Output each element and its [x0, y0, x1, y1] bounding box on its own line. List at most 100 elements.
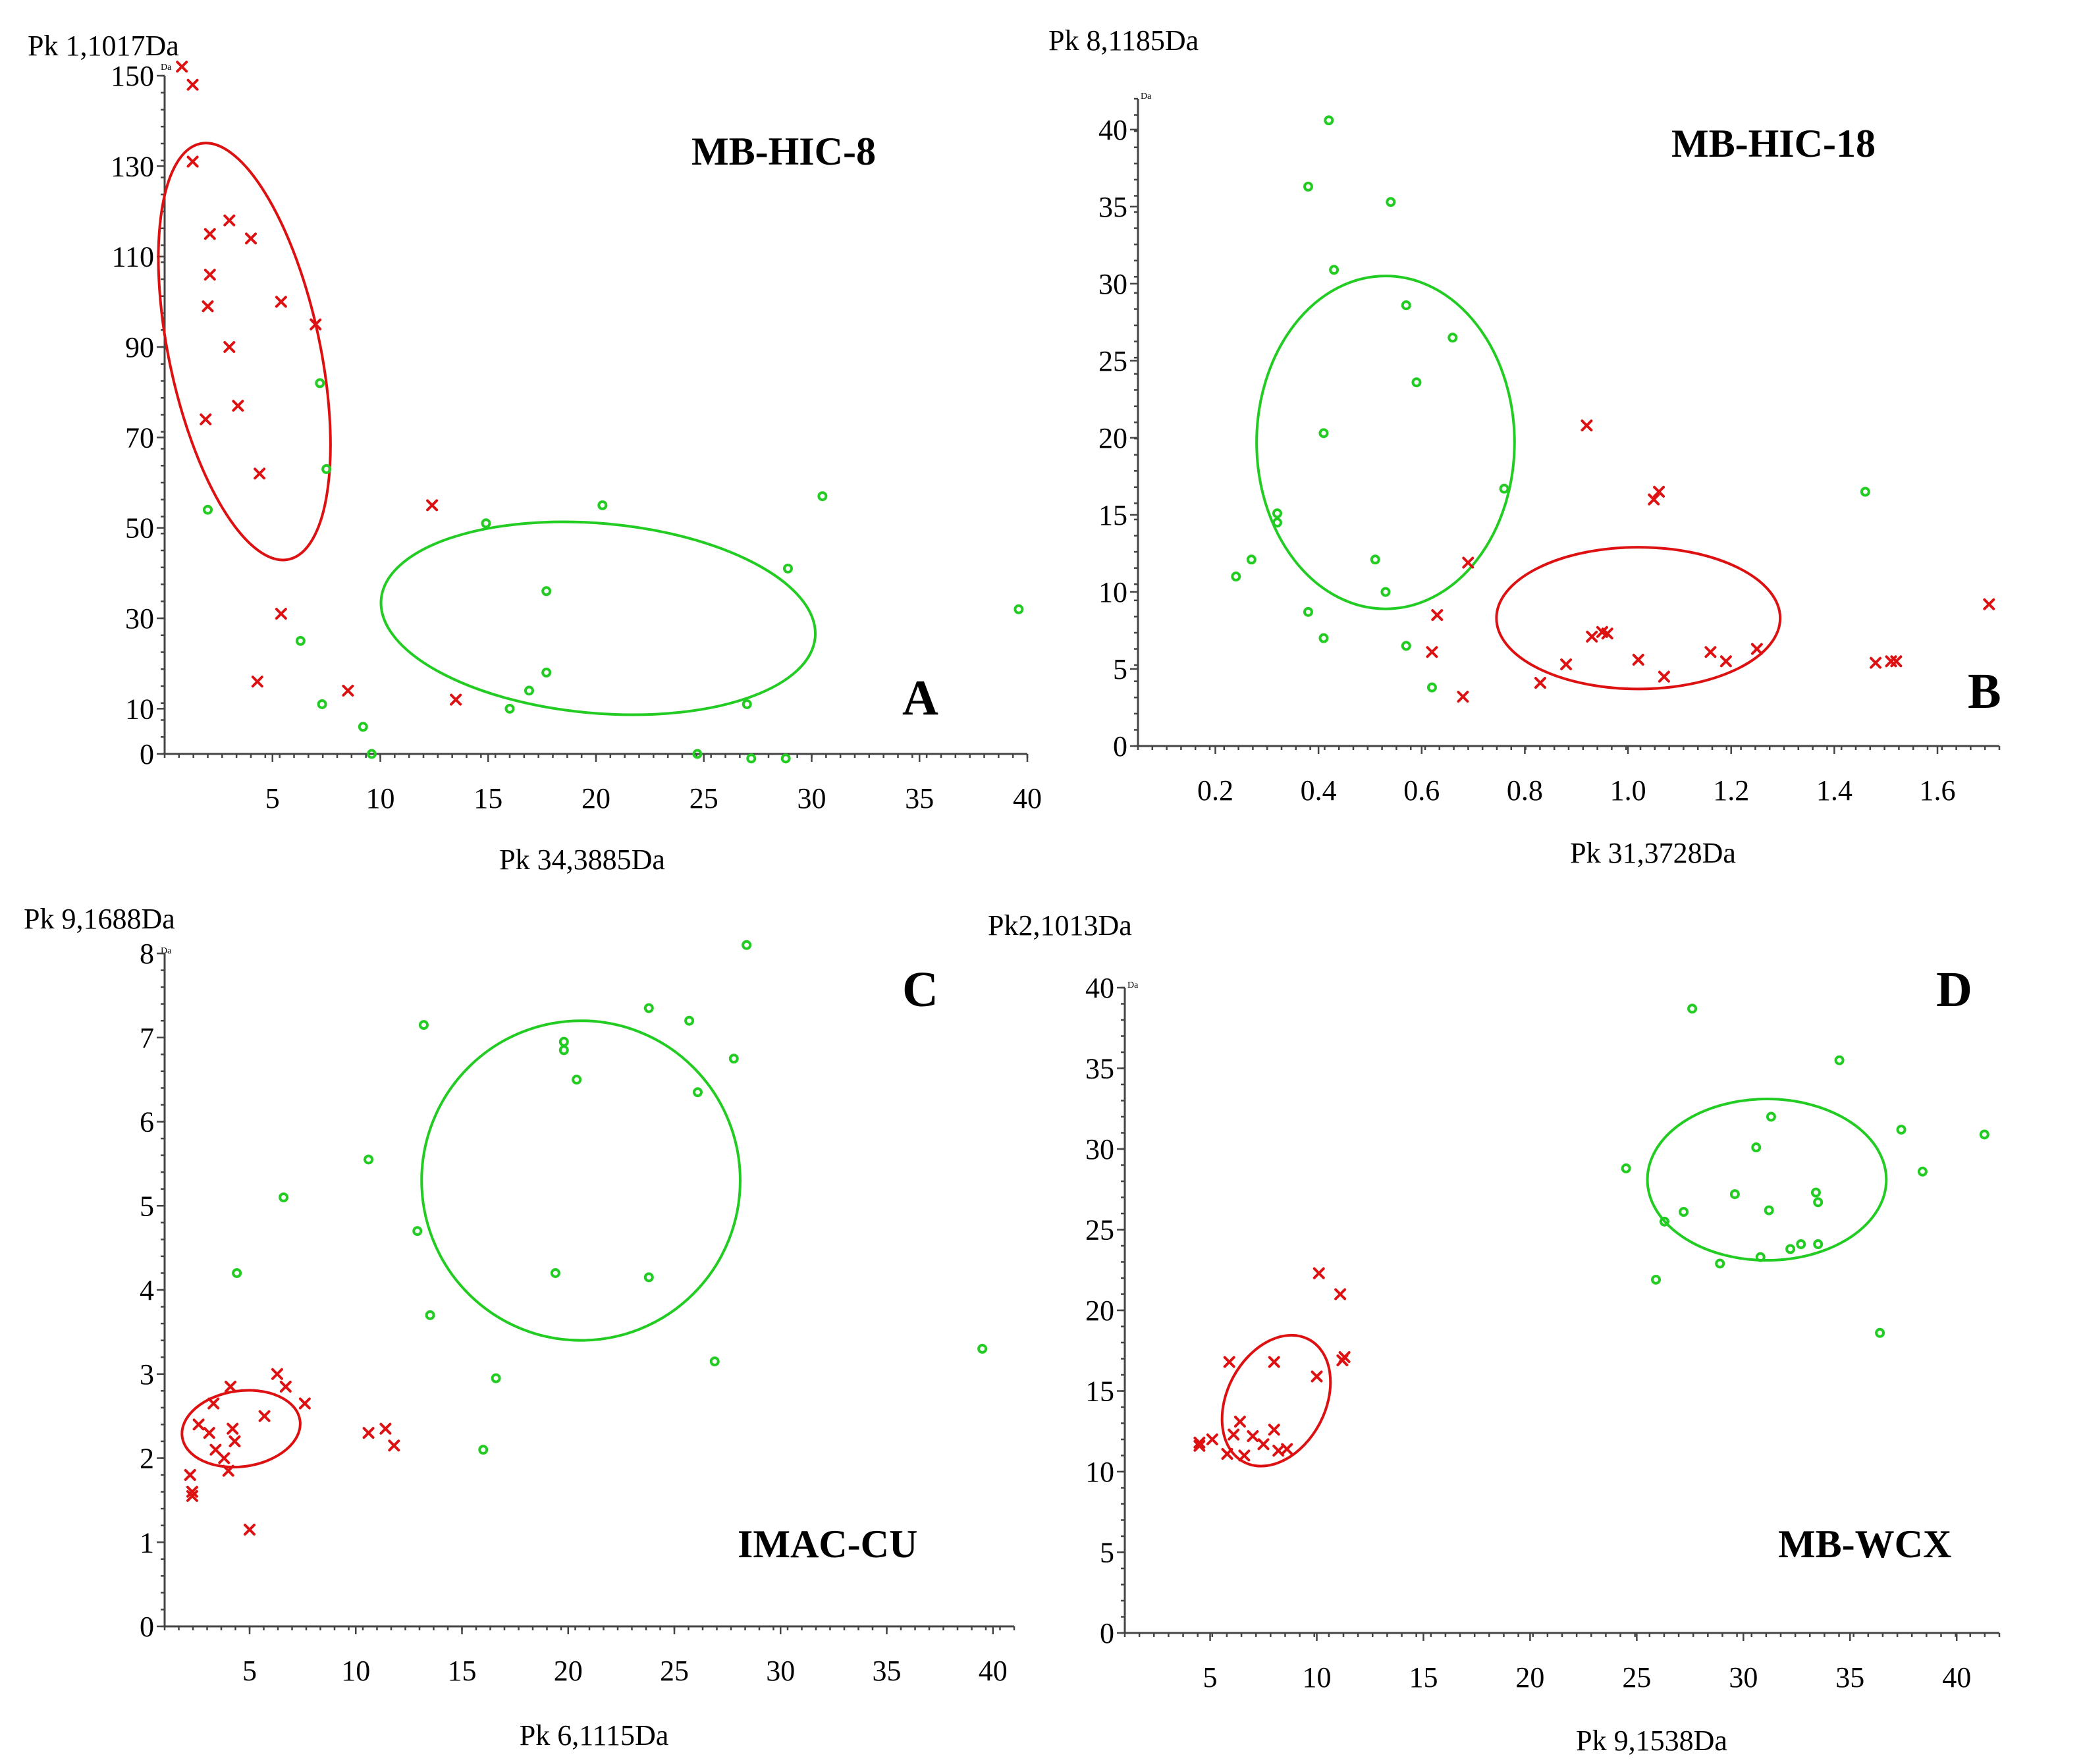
panel-b-point-o: [1380, 587, 1391, 597]
panel-d-point-o: [1659, 1216, 1669, 1227]
panel-d-x-tick-label: 15: [1409, 1661, 1438, 1694]
panel-d-point-o: [1896, 1125, 1907, 1135]
panel-a-y-tick-label: 70: [125, 421, 154, 454]
panel-b-point-x: [1457, 691, 1469, 703]
panel-d-point-o: [1621, 1163, 1631, 1173]
panel-c-point-o: [643, 1003, 654, 1013]
panel-b-letter: B: [1968, 664, 2001, 719]
panel-d-point-x: [1233, 1416, 1246, 1428]
panel-d-x-tick-label: 25: [1622, 1661, 1651, 1694]
panel-d-point-x: [1228, 1428, 1240, 1441]
panel-a-point-x: [251, 676, 263, 688]
panel-b-point-o: [1426, 682, 1437, 693]
panel-d-point-o: [1813, 1197, 1824, 1208]
panel-c-point-o: [425, 1310, 435, 1320]
panel-d-x-tick-label: 40: [1942, 1661, 1971, 1694]
panel-c-point-x: [258, 1410, 271, 1422]
panel-a-y-tick-label: 10: [125, 693, 154, 725]
panel-a-point-o: [746, 753, 757, 764]
panel-a-point-o: [295, 635, 306, 646]
panel-d-y-tick-label: 30: [1085, 1133, 1114, 1165]
panel-c-y-unit: Da: [161, 946, 172, 956]
panel-c-y-tick-label: 4: [140, 1274, 154, 1306]
panel-d-point-o: [1917, 1166, 1928, 1177]
panel-c-point-x: [388, 1439, 400, 1452]
panel-c-y-tick-label: 5: [140, 1190, 154, 1222]
panel-c-point-o: [709, 1356, 720, 1367]
panel-a-point-x: [176, 61, 188, 73]
panel-d-point-o: [1979, 1129, 1989, 1140]
panel-b-point-x: [1870, 656, 1882, 669]
panel-a-point-x: [186, 78, 199, 91]
panel-d-point-o: [1813, 1239, 1824, 1250]
panel-a-point-x: [200, 413, 212, 425]
panel-c-y-tick-label: 3: [140, 1358, 154, 1391]
panel-a-point-x: [310, 318, 322, 331]
panel-c-point-o: [279, 1192, 289, 1202]
panel-c-x-axis-label: Pk 6,1115Da: [520, 1719, 669, 1751]
panel-b-point-o: [1318, 428, 1329, 439]
panel-b-y-tick-label: 10: [1098, 576, 1127, 608]
panel-d-cluster-ellipse-2: [1646, 1098, 1888, 1262]
panel-a-point-x: [223, 214, 236, 227]
panel-b-point-x: [1983, 598, 1995, 610]
panel-a-point-o: [524, 685, 534, 696]
panel-d-point-o: [1796, 1239, 1806, 1250]
panel-a-point-x: [275, 296, 287, 308]
panel-d-x-tick-label: 20: [1515, 1661, 1544, 1694]
panel-c-cluster-ellipse-2: [420, 1019, 742, 1342]
panel-b-point-x: [1534, 677, 1546, 689]
panel-b-y-tick-label: 0: [1113, 730, 1127, 762]
panel-d-point-x: [1311, 1370, 1323, 1383]
panel-b-point-o: [1303, 606, 1313, 617]
panel-a-point-o: [203, 504, 213, 515]
panel-c-point-x: [271, 1368, 283, 1380]
panel-a-cluster-ellipse-1: [157, 142, 332, 562]
panel-a-x-axis-label: Pk 34,3885Da: [499, 843, 665, 876]
panel-a-point-o: [1014, 604, 1024, 614]
panel-a-point-o: [541, 667, 552, 678]
panel-a-point-o: [692, 749, 703, 759]
panel-a-y-axis-label: Pk 1,1017Da: [28, 30, 179, 62]
panel-b-minor-ticks: [1134, 97, 2001, 750]
panel-c-point-o: [692, 1087, 703, 1098]
panel-c-point-o: [558, 1036, 569, 1047]
panel-a-point-o: [597, 500, 608, 510]
panel-b-point-o: [1386, 197, 1396, 207]
panel-c-point-x: [186, 1489, 198, 1502]
panel-c-point-o: [643, 1272, 654, 1283]
panel-c-point-x: [186, 1485, 198, 1498]
panel-c-point-x: [184, 1469, 196, 1482]
panel-d-point-o: [1751, 1142, 1762, 1153]
panel-c-point-o: [742, 940, 752, 950]
panel-d-point-x: [1193, 1439, 1206, 1452]
panel-d-x-tick-label: 10: [1303, 1661, 1332, 1694]
panel-a-point-x: [275, 608, 287, 620]
panel-c-point-o: [412, 1226, 423, 1237]
panel-d-point-x: [1268, 1424, 1280, 1436]
panel-a: Pk 1,1017Da Da MB-HIC-8 A Pk 34,3885Da 5…: [28, 30, 1042, 876]
panel-a-y-tick-label: 90: [125, 331, 154, 363]
panel-b-point-x: [1890, 655, 1903, 668]
panel-d-point-o: [1834, 1055, 1845, 1065]
panel-b-y-axis-label: Pk 8,1185Da: [1048, 24, 1199, 57]
panel-d-point-x: [1268, 1356, 1280, 1368]
panel-c-x-tick-label: 40: [979, 1655, 1008, 1687]
panel-d-y-tick-label: 20: [1085, 1295, 1114, 1327]
panel-b-y-tick-label: 40: [1098, 114, 1127, 146]
panel-a-x-tick-label: 30: [798, 782, 826, 815]
panel-c-point-x: [298, 1397, 311, 1410]
panel-c-y-tick-label: 2: [140, 1443, 154, 1475]
panel-d-point-x: [1334, 1288, 1347, 1300]
panel-b-point-x: [1581, 419, 1593, 432]
panel-b-y-tick-label: 15: [1098, 499, 1127, 531]
panel-d-point-o: [1875, 1327, 1885, 1338]
panel-c-point-o: [232, 1268, 242, 1278]
panel-d-point-o: [1755, 1252, 1766, 1262]
panel-d-minor-ticks: [1121, 986, 2001, 1637]
panel-c-point-x: [192, 1418, 205, 1431]
panel-c-y-tick-label: 8: [140, 938, 154, 970]
panel-b-x-tick-label: 1.2: [1713, 774, 1749, 807]
panel-b-point-o: [1499, 483, 1509, 494]
panel-b-point-x: [1653, 485, 1665, 498]
